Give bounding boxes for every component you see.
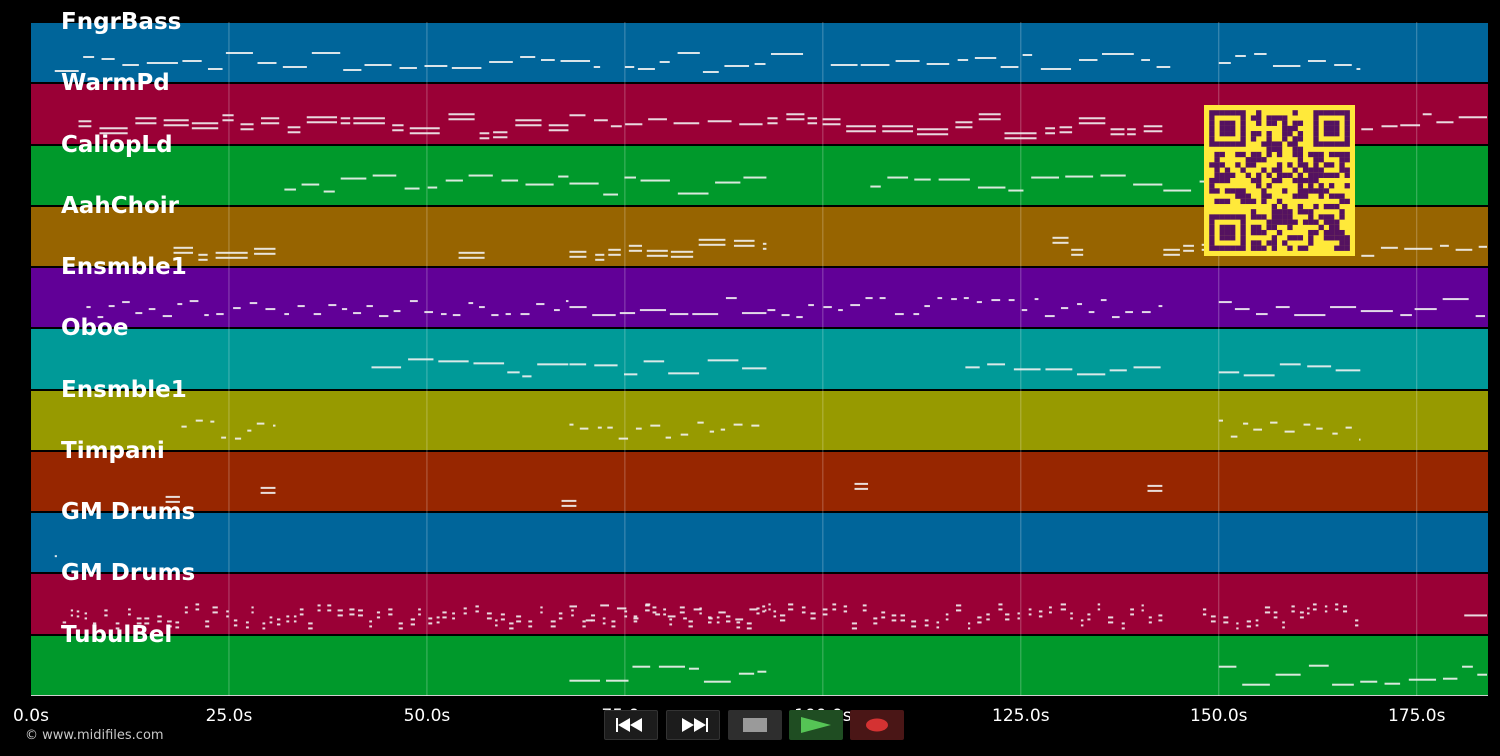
track-lane[interactable] <box>31 268 1488 328</box>
play-button[interactable] <box>789 710 843 740</box>
track-label: Ensmble1 <box>61 376 187 403</box>
record-button[interactable] <box>850 710 904 740</box>
rewind-button[interactable] <box>604 710 658 740</box>
copyright-text: © www.midifiles.com <box>25 728 164 743</box>
time-tick-label: 25.0s <box>205 706 253 726</box>
time-axis-line <box>31 695 1488 696</box>
track-label: Oboe <box>61 315 129 342</box>
record-icon <box>866 718 888 732</box>
track-label: GM Drums <box>61 560 196 587</box>
track-lane[interactable] <box>31 635 1488 695</box>
track-label: GM Drums <box>61 499 196 526</box>
track-label: AahChoir <box>61 192 179 219</box>
stop-button[interactable] <box>728 710 782 740</box>
track-label: Timpani <box>61 437 165 464</box>
track-lane[interactable] <box>31 23 1488 83</box>
track-label: WarmPd <box>61 70 170 97</box>
transport-controls <box>598 710 904 740</box>
time-tick-label: 0.0s <box>13 706 49 726</box>
fast-forward-button[interactable] <box>666 710 720 740</box>
qr-code[interactable] <box>1204 105 1355 256</box>
time-tick-label: 150.0s <box>1190 706 1248 726</box>
time-tick-label: 50.0s <box>403 706 451 726</box>
track-lane[interactable] <box>31 329 1488 389</box>
stop-icon <box>743 718 767 732</box>
fast-forward-icon <box>682 718 708 732</box>
track-label: CaliopLd <box>61 131 173 158</box>
track-label: FngrBass <box>61 9 182 35</box>
time-tick-label: 175.0s <box>1387 706 1446 726</box>
track-lane[interactable] <box>31 513 1488 573</box>
rewind-icon <box>616 718 642 732</box>
track-lane[interactable] <box>31 390 1488 450</box>
track-label: Ensmble1 <box>61 254 187 281</box>
play-icon <box>801 717 831 733</box>
track-lane[interactable] <box>31 451 1488 512</box>
track-label: TubulBel <box>61 621 173 648</box>
time-tick-label: 125.0s <box>992 706 1050 726</box>
track-lane[interactable] <box>31 574 1488 634</box>
